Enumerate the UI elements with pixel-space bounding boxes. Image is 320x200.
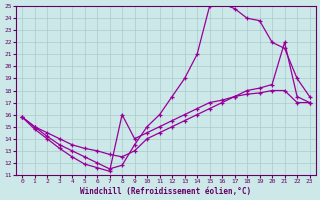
X-axis label: Windchill (Refroidissement éolien,°C): Windchill (Refroidissement éolien,°C) — [80, 187, 252, 196]
